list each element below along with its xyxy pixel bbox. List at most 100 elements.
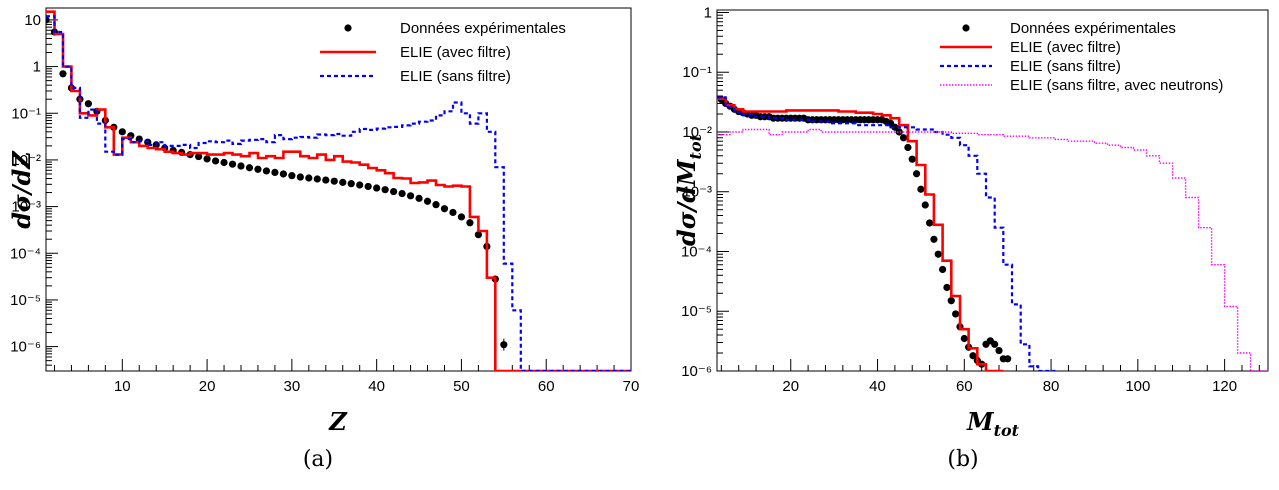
data-point [930, 235, 938, 243]
data-point [917, 185, 925, 193]
plot-area [46, 10, 631, 371]
y-tick-label: 10⁻¹ [682, 64, 712, 81]
legend-label: ELIE (sans filtre) [400, 68, 511, 85]
legend-label: ELIE (sans filtre) [1010, 58, 1121, 75]
legend-marker [962, 24, 970, 32]
caption-a: (a) [303, 447, 333, 472]
y-tick-label: 10⁻³ [11, 199, 41, 216]
data-point [390, 187, 398, 196]
y-tick-label: 10⁻⁵ [681, 303, 712, 320]
legend-label: Données expérimentales [400, 20, 566, 37]
data-point [423, 197, 432, 205]
series-line [717, 96, 1056, 371]
y-tick-label: 10⁻¹ [11, 105, 41, 122]
data-point [118, 128, 126, 136]
data-point [960, 334, 968, 343]
legend-label: ELIE (avec filtre) [400, 44, 511, 61]
data-point [203, 155, 211, 163]
data-point [466, 219, 474, 227]
y-tick-label: 10⁻² [682, 124, 712, 141]
data-point [322, 176, 330, 184]
data-point [84, 100, 92, 108]
x-tick-label: 10 [114, 378, 131, 395]
plot-area [717, 95, 1268, 371]
y-tick-label: 1 [33, 59, 41, 76]
data-point [432, 201, 440, 209]
y-tick-label: 10⁻⁵ [10, 292, 41, 309]
data-point [279, 170, 287, 178]
data-point [195, 152, 203, 161]
data-point [339, 178, 347, 186]
data-point [449, 208, 457, 217]
data-point [969, 352, 977, 360]
data-point [934, 250, 942, 258]
data-point [440, 205, 449, 213]
data-point [943, 283, 951, 292]
data-point [947, 297, 955, 305]
y-tick-label: 10⁻² [11, 152, 41, 169]
data-point [262, 167, 271, 175]
chart-panel-b: 20 40 60 80 100 120 10⁻⁶ 10⁻⁵ 10⁻⁴ 10⁻³ 10⁻² 10⁻¹ 1 D… [672, 4, 1269, 440]
legend-label: Données expérimentales [1010, 20, 1176, 37]
x-tick-label: 70 [623, 378, 640, 395]
x-tick-label: 100 [1125, 378, 1150, 395]
data-point [46, 16, 50, 24]
data-point [1004, 355, 1012, 363]
data-point [921, 201, 929, 209]
x-tick-label: 40 [368, 378, 385, 395]
data-point [211, 157, 220, 165]
data-point [939, 265, 947, 274]
data-point [373, 184, 381, 192]
y-tick-label: 10⁻⁶ [681, 363, 712, 380]
data-point [347, 180, 355, 188]
data-point [899, 134, 908, 142]
legend-marker [344, 24, 352, 32]
data-point [457, 213, 466, 221]
chart-panel-a: 10 20 30 40 50 60 70 10⁻⁶ 10⁻⁵ 10⁻⁴ 10⁻³ 10⁻² 10⁻¹ 1 1… [7, 7, 640, 436]
data-point [305, 174, 313, 182]
x-tick-label: 20 [199, 378, 216, 395]
legend-label: ELIE (sans filtre, avec neutrons) [1010, 77, 1223, 94]
data-point [356, 181, 364, 189]
data-point [381, 186, 389, 194]
x-tick-label: 20 [782, 378, 799, 395]
data-point [995, 346, 1003, 355]
data-point [59, 70, 67, 78]
x-tick-label: 40 [869, 378, 886, 395]
data-point [245, 164, 254, 172]
y-tick-label: 10⁻³ [682, 184, 712, 201]
data-point [908, 155, 916, 163]
data-point [925, 219, 934, 227]
data-point [296, 173, 304, 181]
data-point [398, 189, 406, 198]
y-tick-label: 1 [704, 4, 712, 21]
y-tick-label: 10⁻⁶ [10, 339, 41, 356]
data-point [952, 310, 960, 318]
data-point [237, 162, 245, 170]
caption-b: (b) [947, 447, 978, 472]
series-line [717, 97, 1004, 371]
data-point [474, 231, 482, 239]
data-point [891, 123, 899, 131]
y-tick-label: 10⁻⁴ [681, 243, 712, 260]
data-point [904, 143, 912, 152]
plot-frame [45, 7, 632, 372]
x-tick-label: 60 [538, 378, 555, 395]
x-axis-label: Mtot [966, 407, 1020, 440]
series-line [46, 10, 631, 371]
x-tick-label: 120 [1212, 378, 1237, 395]
data-point [228, 160, 237, 168]
plot-frame [716, 9, 1269, 372]
data-point [271, 168, 279, 177]
data-point [912, 170, 921, 178]
x-tick-label: 30 [284, 378, 301, 395]
data-point [288, 172, 296, 180]
data-point [330, 177, 338, 185]
series-line [46, 15, 631, 371]
y-tick-label: 10 [24, 12, 41, 29]
data-point [406, 192, 415, 200]
y-tick-label: 10⁻⁴ [10, 245, 41, 262]
data-point [415, 194, 423, 202]
data-point [991, 340, 999, 348]
